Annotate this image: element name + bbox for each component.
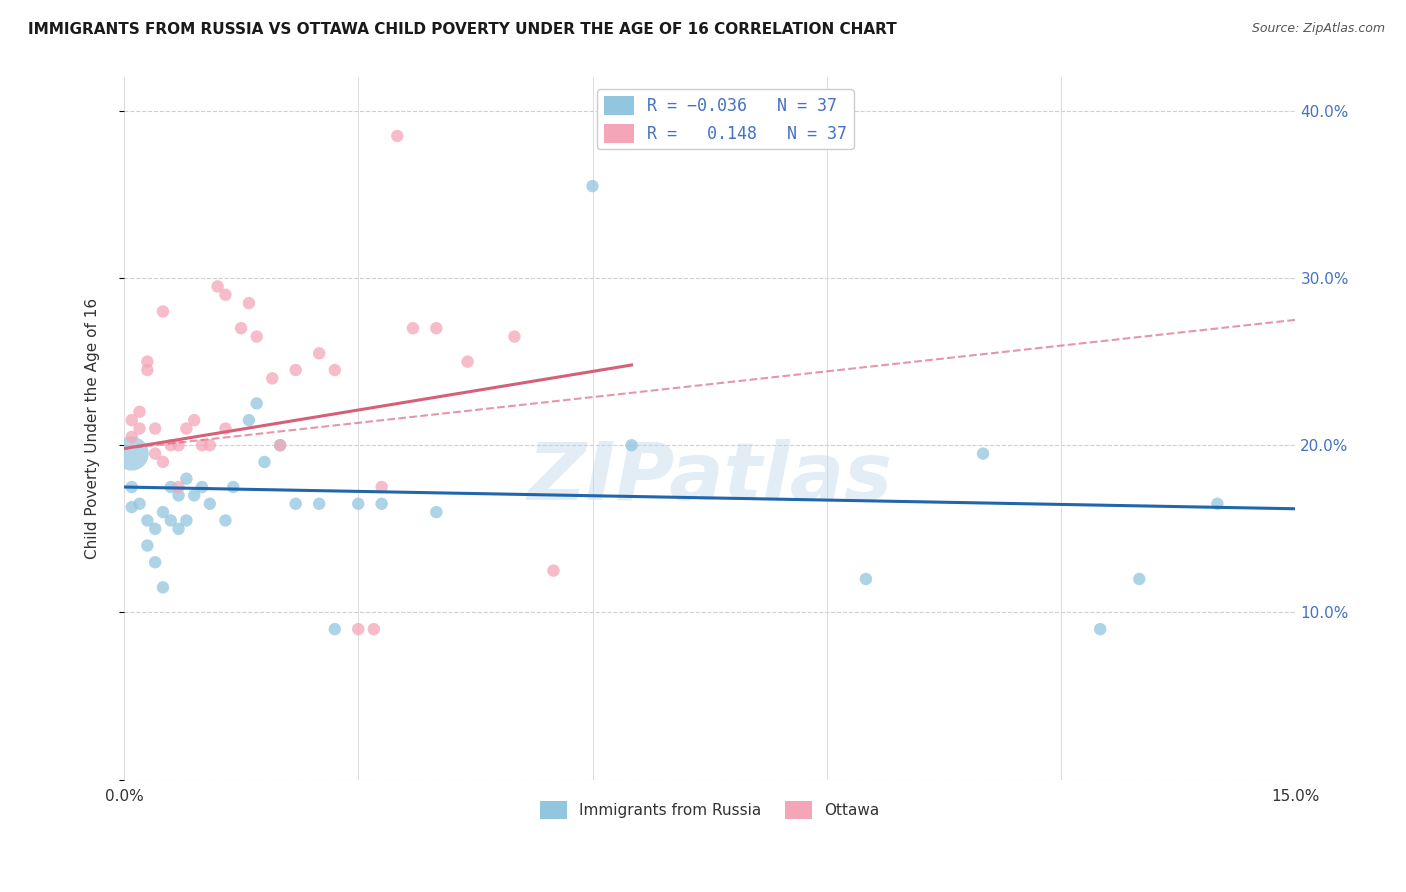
Point: [222, 480, 245, 494]
Point: [1090, 622, 1112, 636]
Point: [269, 438, 291, 452]
Point: [425, 505, 447, 519]
Point: [128, 421, 150, 435]
Point: [128, 405, 150, 419]
Point: [143, 555, 166, 569]
Point: [503, 329, 526, 343]
Point: [121, 480, 143, 494]
Point: [152, 580, 174, 594]
Point: [121, 413, 143, 427]
Point: [121, 430, 143, 444]
Point: [191, 480, 214, 494]
Point: [402, 321, 425, 335]
Point: [159, 438, 181, 452]
Point: [425, 321, 447, 335]
Point: [323, 622, 346, 636]
Point: [121, 500, 143, 514]
Point: [370, 497, 392, 511]
Point: [143, 447, 166, 461]
Point: [167, 438, 190, 452]
Point: [198, 438, 221, 452]
Point: [167, 488, 190, 502]
Point: [128, 497, 150, 511]
Point: [176, 421, 198, 435]
Point: [284, 363, 307, 377]
Point: [284, 497, 307, 511]
Point: [855, 572, 877, 586]
Point: [207, 279, 229, 293]
Text: Source: ZipAtlas.com: Source: ZipAtlas.com: [1251, 22, 1385, 36]
Text: ZIPatlas: ZIPatlas: [527, 439, 893, 516]
Point: [1128, 572, 1150, 586]
Point: [238, 296, 260, 310]
Point: [347, 622, 370, 636]
Point: [159, 480, 181, 494]
Point: [246, 329, 269, 343]
Point: [347, 497, 370, 511]
Legend: Immigrants from Russia, Ottawa: Immigrants from Russia, Ottawa: [534, 795, 886, 824]
Point: [363, 622, 385, 636]
Point: [183, 488, 205, 502]
Point: [262, 371, 284, 385]
Point: [136, 539, 159, 553]
Point: [620, 438, 643, 452]
Point: [198, 497, 221, 511]
Point: [176, 513, 198, 527]
Text: IMMIGRANTS FROM RUSSIA VS OTTAWA CHILD POVERTY UNDER THE AGE OF 16 CORRELATION C: IMMIGRANTS FROM RUSSIA VS OTTAWA CHILD P…: [28, 22, 897, 37]
Point: [1206, 497, 1229, 511]
Point: [167, 480, 190, 494]
Point: [308, 497, 330, 511]
Point: [229, 321, 252, 335]
Point: [581, 179, 603, 194]
Point: [152, 304, 174, 318]
Point: [214, 287, 236, 301]
Point: [136, 513, 159, 527]
Point: [972, 447, 994, 461]
Point: [238, 413, 260, 427]
Point: [121, 447, 143, 461]
Y-axis label: Child Poverty Under the Age of 16: Child Poverty Under the Age of 16: [86, 298, 100, 559]
Point: [136, 354, 159, 368]
Point: [387, 128, 409, 143]
Point: [152, 505, 174, 519]
Point: [457, 354, 479, 368]
Point: [143, 522, 166, 536]
Point: [176, 472, 198, 486]
Point: [167, 522, 190, 536]
Point: [543, 564, 565, 578]
Point: [214, 421, 236, 435]
Point: [370, 480, 392, 494]
Point: [246, 396, 269, 410]
Point: [191, 438, 214, 452]
Point: [253, 455, 276, 469]
Point: [136, 363, 159, 377]
Point: [152, 455, 174, 469]
Point: [143, 421, 166, 435]
Point: [183, 413, 205, 427]
Point: [159, 513, 181, 527]
Point: [269, 438, 291, 452]
Point: [323, 363, 346, 377]
Point: [214, 513, 236, 527]
Point: [308, 346, 330, 360]
